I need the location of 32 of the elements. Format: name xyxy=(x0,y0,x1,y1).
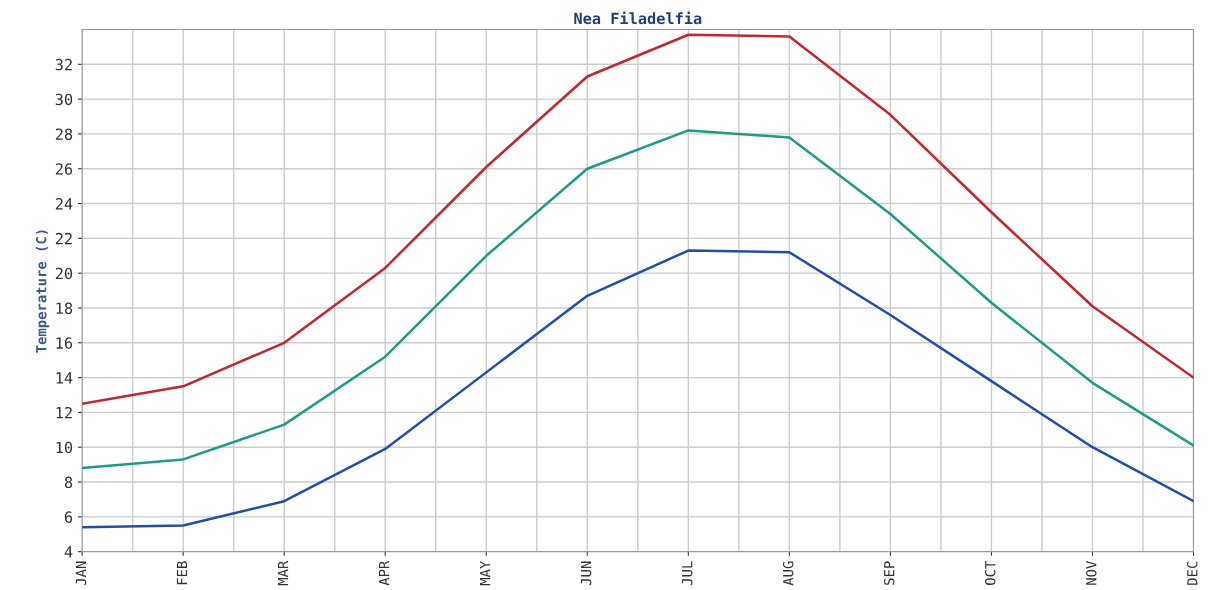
line-series xyxy=(82,129,1194,470)
x-tick-label: AUG xyxy=(782,561,794,586)
y-tick-label: 22 xyxy=(55,232,72,245)
x-tick-label: SEP xyxy=(883,561,895,585)
y-tick-label: 12 xyxy=(56,406,72,419)
x-tick-label: MAY xyxy=(480,560,491,586)
line-series xyxy=(82,249,1194,529)
y-tick-label: 18 xyxy=(56,302,73,315)
chart-title: Nea Filadelfia xyxy=(574,11,702,25)
y-axis-title: Temperature (C) xyxy=(35,230,50,353)
y-tick-label: 14 xyxy=(56,372,73,384)
y-tick-label: 26 xyxy=(55,163,73,175)
line-series xyxy=(82,33,1194,405)
x-tick-label: JUN xyxy=(581,561,592,586)
y-tick-label: 6 xyxy=(64,511,73,523)
x-tick-label: OCT xyxy=(985,561,996,585)
y-tick-label: 20 xyxy=(55,267,73,280)
x-tick-label: NOV xyxy=(1086,561,1097,585)
y-tick-label: 8 xyxy=(64,476,73,489)
y-tick-label: 28 xyxy=(55,128,73,140)
y-tick-label: 32 xyxy=(55,58,72,71)
x-tick-label: MAR xyxy=(277,560,289,586)
x-tick-label: FEB xyxy=(176,561,188,585)
x-tick-label: APR xyxy=(378,560,390,586)
y-tick-label: 10 xyxy=(56,441,73,454)
x-tick-label: JAN xyxy=(75,561,87,586)
y-tick-label: 30 xyxy=(55,93,73,106)
y-tick-label: 24 xyxy=(55,198,73,210)
y-tick-label: 4 xyxy=(64,546,73,558)
y-tick-label: 16 xyxy=(56,337,73,349)
x-tick-label: JUL xyxy=(682,561,693,586)
x-tick-label: DEC xyxy=(1187,561,1198,585)
